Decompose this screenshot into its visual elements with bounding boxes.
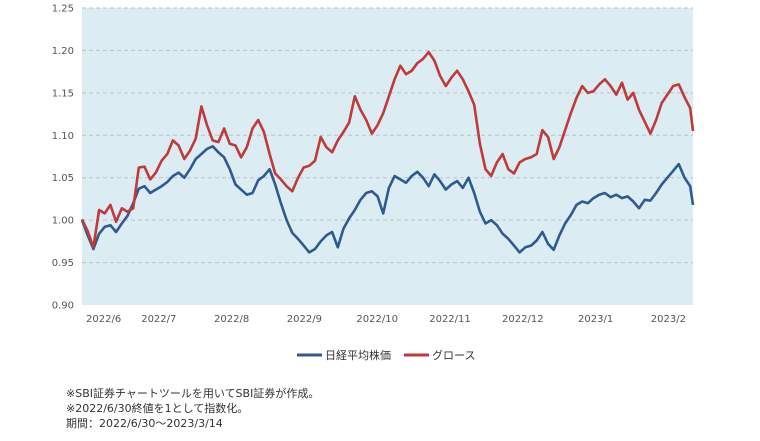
series-line-growth bbox=[80, 50, 695, 249]
y-tick-label: 1.25 bbox=[52, 4, 74, 15]
y-tick-label: 0.90 bbox=[52, 301, 74, 312]
x-axis-ticks: 2022/6 2022/7 2022/8 2022/9 2022/10 2022/11 20… bbox=[86, 314, 686, 325]
x-tick-label: 2022/12 bbox=[502, 314, 544, 325]
footnote-index: ※2022/6/30終値を1として指数化。 bbox=[66, 402, 249, 415]
legend: 日経平均株価 グロース bbox=[297, 348, 475, 362]
y-axis-ticks: 0.90 0.95 1.00 1.05 1.10 1.15 1.20 1.25 bbox=[52, 4, 74, 312]
y-tick-label: 0.95 bbox=[52, 258, 74, 269]
x-tick-label: 2023/1 bbox=[578, 314, 613, 325]
legend-label-nikkei: 日経平均株価 bbox=[325, 348, 391, 362]
x-tick-label: 2022/11 bbox=[429, 314, 471, 325]
x-tick-label: 2022/8 bbox=[214, 314, 249, 325]
line-chart: 0.900.951.001.051.101.151.201.25 2022/6 2… bbox=[52, 4, 695, 362]
series-lines bbox=[80, 50, 695, 254]
footnote-period: 期間：2022/6/30～2023/3/14 bbox=[66, 417, 223, 430]
y-tick-label: 1.00 bbox=[52, 216, 74, 227]
y-tick-label: 1.15 bbox=[52, 88, 74, 99]
x-tick-label: 2022/7 bbox=[141, 314, 176, 325]
plot-background bbox=[82, 8, 693, 305]
y-tick-label: 1.10 bbox=[52, 131, 74, 142]
legend-label-growth: グロース bbox=[432, 348, 475, 362]
x-tick-label: 2022/10 bbox=[356, 314, 398, 325]
x-tick-label: 2022/6 bbox=[86, 314, 121, 325]
series-line-nikkei bbox=[80, 145, 695, 254]
footnotes: ※SBI証券チャートツールを用いてSBI証券が作成。 ※2022/6/30終値を… bbox=[66, 386, 319, 431]
x-tick-label: 2023/2 bbox=[651, 314, 686, 325]
y-tick-label: 1.20 bbox=[52, 46, 74, 57]
x-tick-label: 2022/9 bbox=[287, 314, 322, 325]
y-tick-label: 1.05 bbox=[52, 173, 74, 184]
footnote-source: ※SBI証券チャートツールを用いてSBI証券が作成。 bbox=[66, 387, 320, 400]
